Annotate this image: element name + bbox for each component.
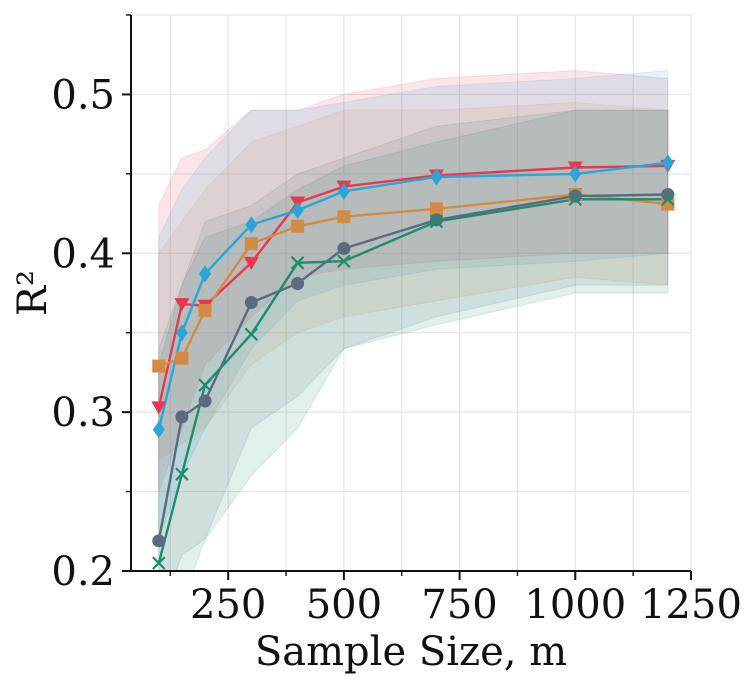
data-point-s2-2: [198, 303, 212, 317]
data-point-s0-3: [243, 256, 259, 270]
data-point-s0-0: [151, 401, 167, 415]
confidence-band-1: [158, 70, 669, 540]
y-tick-label: 0.3: [51, 390, 115, 436]
data-point-s3-2: [198, 394, 212, 408]
confidence-bands: [158, 70, 669, 571]
data-point-s4-3: [244, 327, 259, 342]
data-point-s4-1: [175, 467, 189, 481]
y-tick-label: 0.5: [51, 72, 115, 118]
data-point-s4-6: [429, 214, 444, 229]
data-point-s2-4: [291, 219, 305, 233]
data-point-s3-4: [291, 276, 305, 290]
series-markers: [151, 154, 676, 570]
data-point-s1-2: [199, 265, 212, 283]
data-point-s3-1: [175, 410, 189, 424]
data-point-s2-0: [152, 359, 166, 373]
data-point-s1-1: [175, 324, 188, 342]
data-point-s4-8: [661, 192, 675, 207]
data-point-s1-8: [661, 154, 674, 172]
data-point-s2-1: [175, 351, 189, 365]
y-tick-label: 0.2: [51, 549, 115, 595]
x-tick-label: 750: [421, 582, 497, 628]
data-point-s4-4: [290, 256, 305, 270]
data-point-s4-0: [151, 556, 166, 570]
data-point-s2-6: [429, 202, 443, 216]
data-point-s0-1: [174, 298, 190, 312]
data-point-s4-7: [568, 192, 583, 207]
confidence-band-3: [158, 109, 669, 571]
x-tick-label: 500: [306, 582, 382, 628]
x-axis-label: Sample Size, m: [255, 629, 567, 675]
axes: 250 500 750 1000 1250 0.2 0.3 0.4 0.5: [51, 14, 742, 628]
x-tick-label: 250: [190, 582, 266, 628]
data-point-s1-6: [430, 168, 443, 186]
data-point-s2-8: [661, 197, 675, 211]
data-point-s1-7: [569, 165, 582, 183]
data-point-s4-5: [337, 254, 351, 269]
data-point-s3-6: [429, 213, 443, 227]
data-point-s1-0: [152, 421, 165, 439]
data-point-s4-2: [198, 378, 212, 392]
data-point-s3-5: [337, 242, 351, 256]
data-point-s1-5: [337, 182, 350, 200]
data-point-s3-7: [568, 189, 582, 203]
y-axis-label: R²: [10, 270, 56, 316]
x-tick-label: 1000: [524, 582, 626, 628]
data-point-s3-8: [661, 188, 675, 202]
confidence-band-2: [158, 101, 669, 461]
data-point-s3-3: [244, 296, 258, 310]
data-point-s1-3: [245, 216, 258, 234]
x-tick-label: 1250: [640, 582, 742, 628]
data-point-s1-4: [291, 201, 304, 219]
data-point-s2-3: [244, 237, 258, 251]
data-point-s3-0: [152, 534, 166, 548]
y-tick-label: 0.4: [51, 231, 115, 277]
data-point-s2-5: [337, 210, 351, 224]
